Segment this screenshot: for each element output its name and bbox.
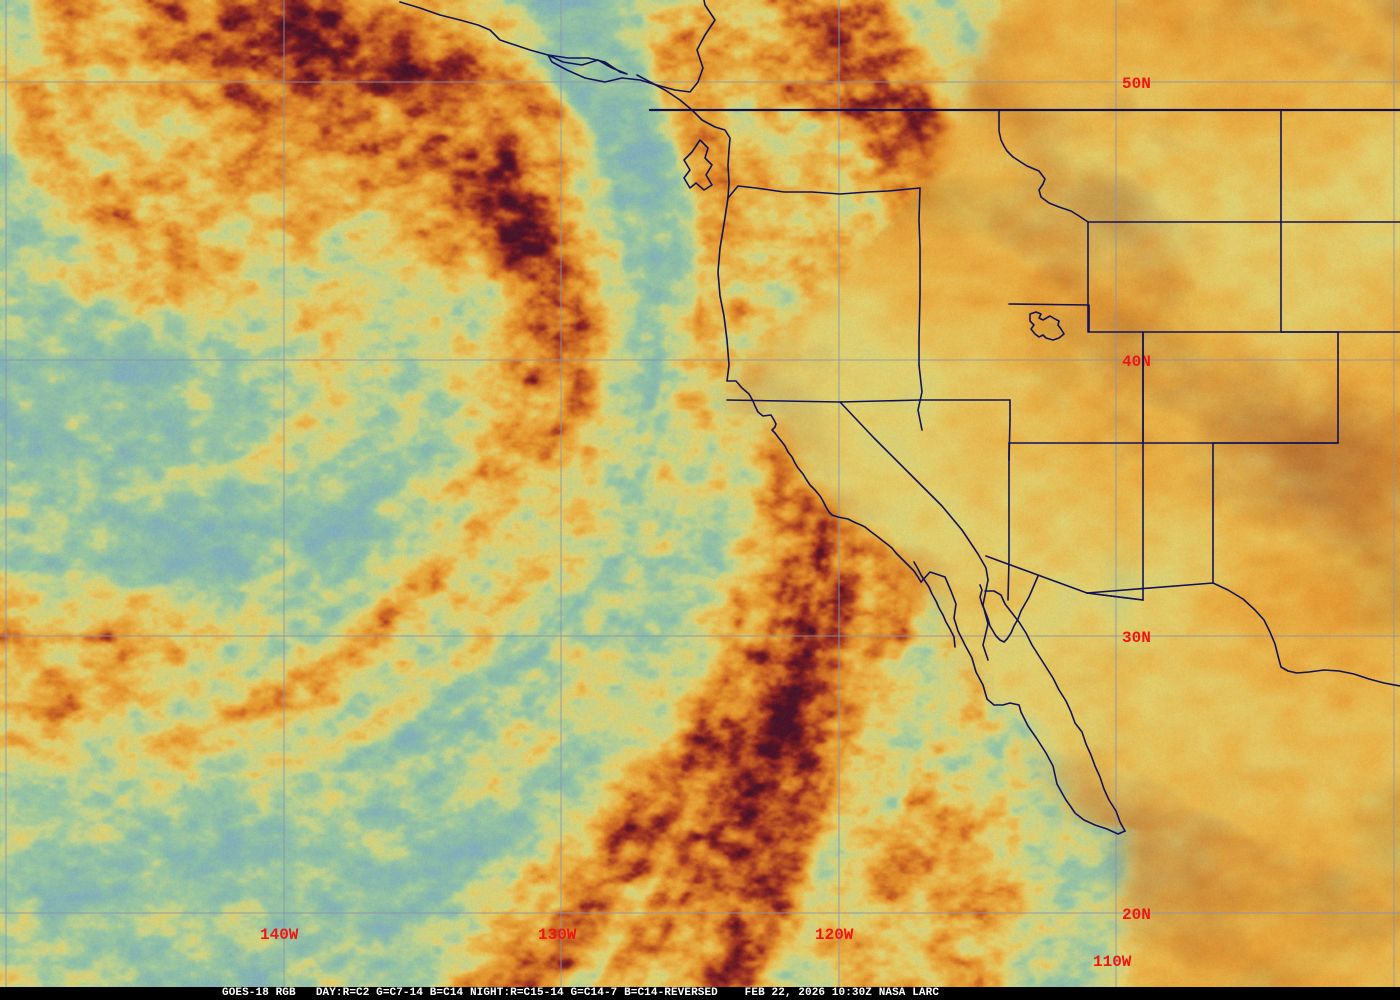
svg-text:140W: 140W [260,926,299,944]
svg-text:120W: 120W [815,926,854,944]
svg-text:110W: 110W [1093,953,1132,971]
svg-text:50N: 50N [1122,75,1151,93]
svg-text:130W: 130W [538,926,577,944]
svg-text:40N: 40N [1122,353,1151,371]
svg-text:30N: 30N [1122,629,1151,647]
svg-text:20N: 20N [1122,906,1151,924]
